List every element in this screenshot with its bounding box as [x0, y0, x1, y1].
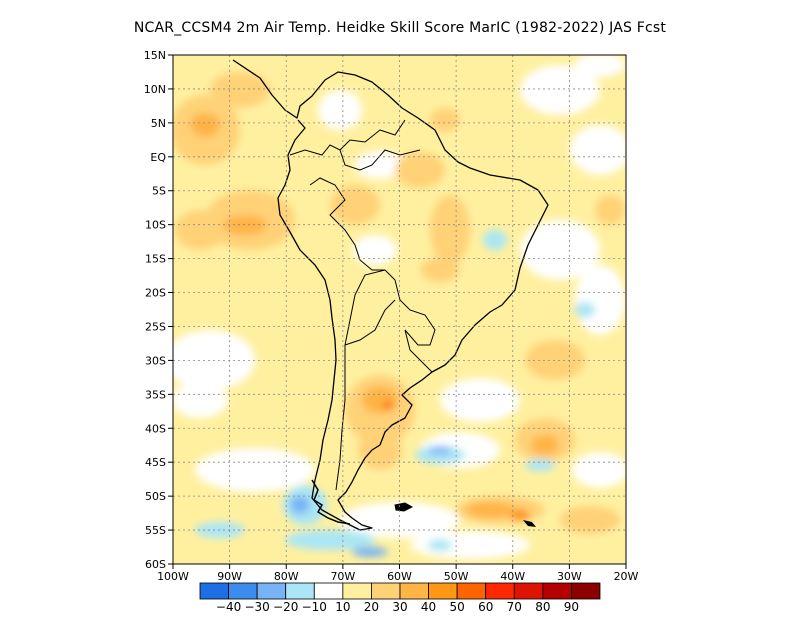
south-georgia	[523, 520, 536, 527]
lon-label: 50W	[444, 570, 469, 583]
colorbar-label: 60	[478, 600, 493, 614]
colorbar-label: −10	[302, 600, 327, 614]
colorbar-swatch	[542, 582, 572, 600]
colorbar-label: −30	[244, 600, 269, 614]
lat-label: 20S	[145, 287, 166, 300]
lat-label: EQ	[150, 151, 166, 164]
colorbar-swatch	[256, 582, 287, 600]
colorbar-label: 80	[535, 600, 550, 614]
latitude-labels: 15N 10N 5N EQ 5S 10S 15S 20S 25S 30S 35S 40S 45S 50S 5…	[144, 49, 167, 571]
lon-label: 40W	[500, 570, 525, 583]
colorbar-swatch	[428, 582, 458, 600]
colorbar-swatch	[199, 582, 229, 600]
colorbar-swatch	[513, 582, 544, 600]
coastlines	[232, 59, 549, 531]
lat-label: 60S	[145, 558, 166, 571]
colorbar	[199, 582, 601, 600]
southern-archipelago	[311, 479, 351, 525]
colorbar-label: 70	[507, 600, 522, 614]
country-borders	[289, 119, 436, 491]
lon-label: 30W	[557, 570, 582, 583]
lon-label: 20W	[614, 570, 639, 583]
longitude-labels: 100W 90W 80W 70W 60W 50W 40W 30W 20W	[157, 570, 638, 583]
colorbar-swatch	[371, 582, 401, 600]
lat-label: 25S	[145, 320, 166, 333]
lat-label: 15S	[145, 253, 166, 266]
colorbar-label: 20	[364, 600, 379, 614]
colorbar-swatch	[313, 582, 344, 600]
colorbar-label: 50	[450, 600, 465, 614]
colorbar-swatch	[456, 582, 487, 600]
colorbar-swatch	[485, 582, 515, 600]
lat-label: 30S	[145, 354, 166, 367]
gridlines	[173, 55, 626, 564]
colorbar-swatch	[399, 582, 429, 600]
lat-label: 5S	[152, 185, 166, 198]
lon-label: 100W	[157, 570, 189, 583]
lat-label: 45S	[145, 456, 166, 469]
lon-label: 80W	[274, 570, 299, 583]
axis-ticks	[168, 54, 627, 569]
colorbar-swatch	[285, 582, 315, 600]
colorbar-label: −20	[273, 600, 298, 614]
lon-label: 70W	[330, 570, 355, 583]
south-america-coastline	[232, 59, 549, 531]
lon-label: 90W	[217, 570, 242, 583]
colorbar-label: 30	[392, 600, 407, 614]
lat-label: 35S	[145, 388, 166, 401]
colorbar-swatch	[342, 582, 372, 600]
colorbar-label: 90	[564, 600, 579, 614]
colorbar-swatch	[571, 582, 601, 600]
colorbar-labels: −40 −30 −20 −10 10 20 30 40 50 60 70 80 90	[216, 600, 579, 614]
colorbar-label: 40	[421, 600, 436, 614]
lat-label: 5N	[151, 117, 166, 130]
colorbar-swatch	[228, 582, 258, 600]
lat-label: 50S	[145, 490, 166, 503]
colorbar-label: 10	[335, 600, 350, 614]
colorbar-label: −40	[216, 600, 241, 614]
lat-label: 15N	[144, 49, 166, 62]
lat-label: 40S	[145, 422, 166, 435]
lat-label: 10S	[145, 219, 166, 232]
chart-title: NCAR_CCSM4 2m Air Temp. Heidke Skill Sco…	[133, 20, 667, 36]
lon-label: 60W	[387, 570, 412, 583]
shaded-field	[173, 55, 626, 564]
lat-label: 55S	[145, 524, 166, 537]
lat-label: 10N	[144, 83, 166, 96]
